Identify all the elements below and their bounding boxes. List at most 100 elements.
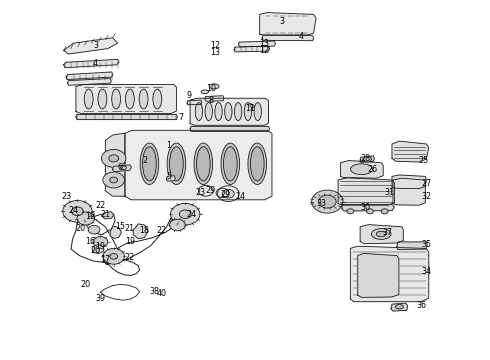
- Text: 21: 21: [100, 210, 110, 219]
- Text: 4: 4: [93, 59, 98, 68]
- Text: 16: 16: [86, 237, 96, 246]
- Polygon shape: [392, 141, 429, 162]
- Text: 22: 22: [96, 201, 105, 210]
- Ellipse shape: [254, 103, 262, 121]
- Circle shape: [101, 149, 126, 167]
- Text: 34: 34: [421, 267, 431, 276]
- Text: 38: 38: [149, 287, 159, 296]
- Text: 23: 23: [196, 188, 206, 197]
- Polygon shape: [393, 178, 425, 205]
- Circle shape: [88, 225, 100, 234]
- Text: 7: 7: [179, 112, 184, 122]
- Text: 20: 20: [76, 224, 86, 233]
- Ellipse shape: [121, 166, 126, 170]
- Ellipse shape: [221, 143, 240, 184]
- Circle shape: [72, 207, 83, 216]
- Ellipse shape: [245, 104, 254, 108]
- Circle shape: [92, 245, 104, 253]
- Polygon shape: [113, 165, 131, 172]
- Polygon shape: [205, 96, 224, 101]
- Text: 22: 22: [157, 226, 167, 235]
- Polygon shape: [105, 133, 125, 196]
- Text: 37: 37: [382, 228, 392, 237]
- Ellipse shape: [84, 89, 93, 109]
- Text: 36: 36: [416, 302, 426, 310]
- Text: 26: 26: [368, 165, 377, 174]
- Polygon shape: [358, 253, 399, 297]
- Ellipse shape: [98, 89, 107, 109]
- Text: 5: 5: [167, 172, 172, 181]
- Text: 33: 33: [316, 199, 326, 208]
- Text: 32: 32: [421, 192, 431, 201]
- Ellipse shape: [371, 229, 391, 239]
- Text: 19: 19: [96, 242, 105, 251]
- Polygon shape: [360, 225, 403, 244]
- Polygon shape: [187, 100, 202, 105]
- Circle shape: [381, 209, 388, 214]
- Text: 19: 19: [125, 237, 135, 246]
- Text: 23: 23: [61, 192, 71, 201]
- Text: 12: 12: [260, 46, 270, 55]
- Polygon shape: [66, 72, 113, 80]
- Polygon shape: [391, 303, 408, 311]
- Polygon shape: [110, 226, 122, 238]
- Circle shape: [109, 155, 119, 162]
- Text: 9: 9: [186, 91, 191, 100]
- Text: 11: 11: [245, 104, 255, 113]
- Ellipse shape: [125, 89, 134, 109]
- Text: 12: 12: [211, 41, 220, 50]
- Text: 1: 1: [167, 141, 172, 150]
- Polygon shape: [167, 176, 175, 181]
- Text: 24: 24: [69, 206, 78, 215]
- Text: 29: 29: [220, 190, 230, 199]
- Circle shape: [312, 190, 343, 213]
- Circle shape: [63, 201, 92, 222]
- Text: 39: 39: [96, 294, 105, 303]
- Circle shape: [103, 172, 124, 188]
- Polygon shape: [102, 212, 114, 219]
- Polygon shape: [350, 246, 429, 302]
- Text: 25: 25: [419, 156, 429, 165]
- Circle shape: [347, 209, 354, 214]
- Ellipse shape: [170, 147, 183, 181]
- Text: 13: 13: [260, 39, 270, 48]
- Ellipse shape: [143, 147, 156, 181]
- Circle shape: [318, 195, 336, 208]
- Ellipse shape: [248, 143, 267, 184]
- Text: 35: 35: [421, 240, 431, 249]
- Polygon shape: [234, 46, 270, 52]
- Text: 19: 19: [86, 212, 96, 220]
- Circle shape: [110, 177, 118, 183]
- Polygon shape: [392, 175, 426, 189]
- Text: 24: 24: [186, 210, 196, 219]
- Circle shape: [171, 203, 200, 225]
- Text: 15: 15: [115, 222, 125, 231]
- Polygon shape: [68, 78, 111, 85]
- Text: 30: 30: [360, 202, 370, 212]
- Ellipse shape: [224, 103, 232, 121]
- Circle shape: [367, 209, 373, 214]
- Text: 14: 14: [235, 192, 245, 201]
- Circle shape: [93, 237, 108, 247]
- Circle shape: [364, 156, 371, 162]
- Ellipse shape: [376, 231, 386, 237]
- Ellipse shape: [244, 103, 252, 121]
- Ellipse shape: [167, 143, 186, 184]
- Text: 21: 21: [125, 224, 135, 233]
- Polygon shape: [76, 85, 176, 113]
- Text: 40: 40: [157, 289, 167, 298]
- Text: 8: 8: [208, 96, 213, 105]
- Text: 4: 4: [299, 32, 304, 41]
- Circle shape: [110, 253, 118, 259]
- Text: 29: 29: [206, 186, 216, 195]
- Polygon shape: [64, 38, 118, 54]
- Polygon shape: [125, 130, 272, 200]
- Ellipse shape: [351, 164, 372, 175]
- Circle shape: [179, 210, 191, 219]
- Polygon shape: [76, 114, 177, 120]
- Text: 20: 20: [81, 280, 91, 289]
- Text: 31: 31: [385, 188, 394, 197]
- Circle shape: [103, 248, 124, 264]
- Ellipse shape: [194, 143, 213, 184]
- Polygon shape: [239, 41, 275, 47]
